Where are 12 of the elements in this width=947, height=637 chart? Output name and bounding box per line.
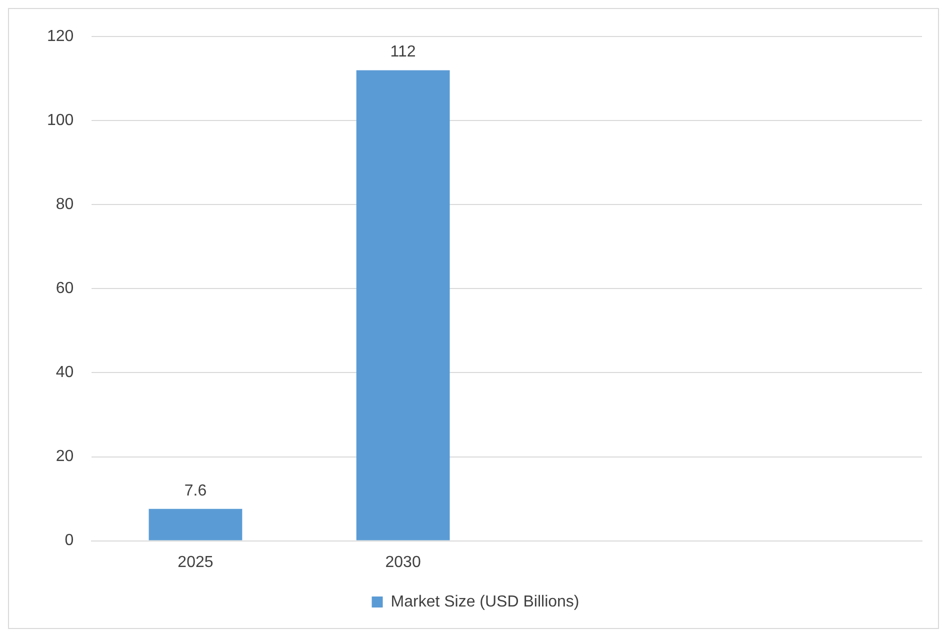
y-tick-label: 100 [46, 112, 74, 130]
y-tick-label: 0 [64, 532, 74, 550]
y-tick-label: 20 [56, 448, 74, 466]
y-tick-label: 120 [46, 28, 74, 46]
data-label: 112 [390, 44, 416, 61]
y-tick-label: 80 [56, 196, 74, 214]
x-tick-label: 2030 [385, 554, 421, 571]
data-label: 7.6 [184, 482, 207, 500]
x-tick-label: 2025 [178, 554, 214, 571]
y-tick-label: 60 [56, 280, 74, 298]
y-tick-label: 40 [56, 364, 74, 382]
legend-label: Market Size (USD Billions) [390, 593, 580, 610]
